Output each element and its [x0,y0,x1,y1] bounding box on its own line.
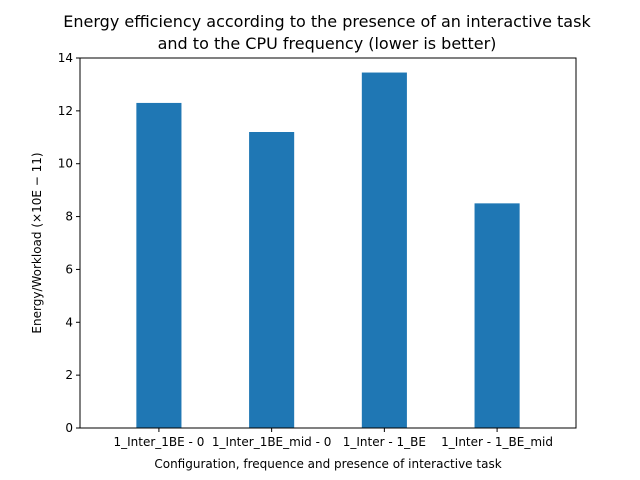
plot-frame [79,57,577,429]
bar-1 [136,102,182,428]
y-axis-label: Energy/Workload (×10E − 11) [30,152,44,333]
x-tick-label-2: 1_Inter_1BE_mid - 0 [212,435,331,449]
y-tick-label-0: 0 [65,421,73,435]
bar-2 [249,132,295,428]
y-tick-label-14: 14 [58,51,73,65]
y-tick-label-8: 8 [65,210,73,224]
y-tick-label-10: 10 [58,157,73,171]
x-axis-label: Configuration, frequence and presence of… [154,457,501,471]
x-tick-label-3: 1_Inter - 1_BE [343,435,426,449]
bar-4 [474,203,520,428]
x-tick-label-4: 1_Inter - 1_BE_mid [441,435,553,449]
y-tick-label-12: 12 [58,104,73,118]
bars-group [136,72,520,429]
x-tick-label-1: 1_Inter_1BE - 0 [113,435,204,449]
y-tick-label-2: 2 [65,368,73,382]
x-axis-ticks: 1_Inter_1BE - 0 1_Inter_1BE_mid - 0 1_Inte… [113,428,553,449]
y-axis-ticks: 0 2 4 6 8 10 12 14 [58,51,80,435]
y-tick-label-4: 4 [65,315,73,329]
bar-3 [361,72,407,429]
chart-title-line-1: Energy efficiency according to the prese… [63,12,591,31]
chart-title-line-2: and to the CPU frequency (lower is bette… [158,34,497,53]
y-tick-label-6: 6 [65,262,73,276]
